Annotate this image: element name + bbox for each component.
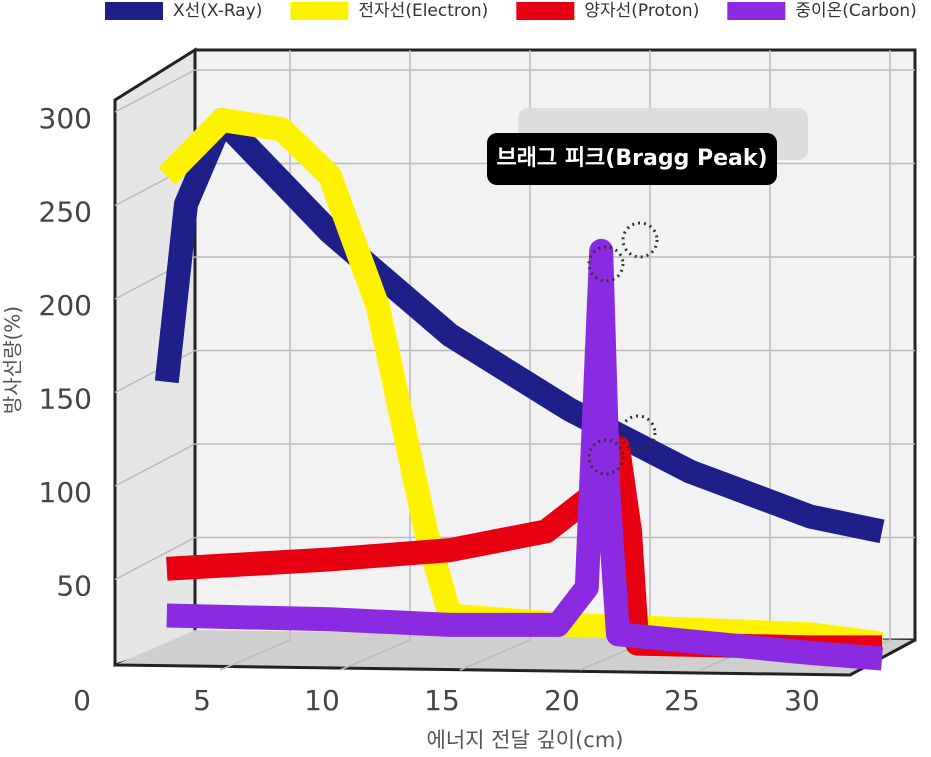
x-tick-label: 5 <box>193 684 211 717</box>
annotation-box <box>487 133 777 185</box>
y-tick-label: 200 <box>39 289 92 322</box>
grid-line <box>114 443 915 487</box>
grid-line <box>114 536 915 581</box>
grid-line <box>219 50 291 671</box>
grid-line <box>339 50 411 671</box>
y-axis-title: 방사선량(%) <box>1 306 25 414</box>
y-tick-label: 100 <box>39 476 92 509</box>
x-tick-label: 20 <box>544 684 580 717</box>
legend-swatch <box>290 2 349 20</box>
legend-label: X선(X-Ray) <box>173 1 262 21</box>
grid-line <box>459 50 531 671</box>
x-axis-title: 에너지 전달 깊이(cm) <box>427 728 624 752</box>
x-tick-label: 30 <box>784 684 820 717</box>
legend: X선(X-Ray) 전자선(Electron) 양자선(Proton) 중이온(Car… <box>105 1 917 21</box>
legend-label: 중이온(Carbon) <box>795 1 916 21</box>
legend-swatch <box>516 2 575 20</box>
grid-line <box>114 69 915 113</box>
x-tick-label: 0 <box>73 684 91 717</box>
grid-line <box>114 256 915 300</box>
legend-swatch <box>105 2 163 20</box>
axis-frame <box>113 100 916 677</box>
y-tick-label: 50 <box>56 570 92 603</box>
x-tick-label: 15 <box>424 684 460 717</box>
x-tick-label: 10 <box>304 684 340 717</box>
y-tick-label: 150 <box>39 383 92 416</box>
y-tick-label: 300 <box>39 102 92 135</box>
grid-line <box>114 349 915 394</box>
x-tick-label: 25 <box>664 684 700 717</box>
series-ribbon <box>154 108 885 544</box>
y-tick-label: 250 <box>39 196 92 229</box>
legend-swatch <box>727 2 786 20</box>
legend-label: 전자선(Electron) <box>358 1 488 21</box>
legend-label: 양자선(Proton) <box>584 1 699 21</box>
series-ribbon <box>166 238 883 671</box>
plot <box>154 108 885 671</box>
annotation: 브래그 피크(Bragg Peak) <box>496 146 767 171</box>
peak-markers <box>587 221 659 476</box>
